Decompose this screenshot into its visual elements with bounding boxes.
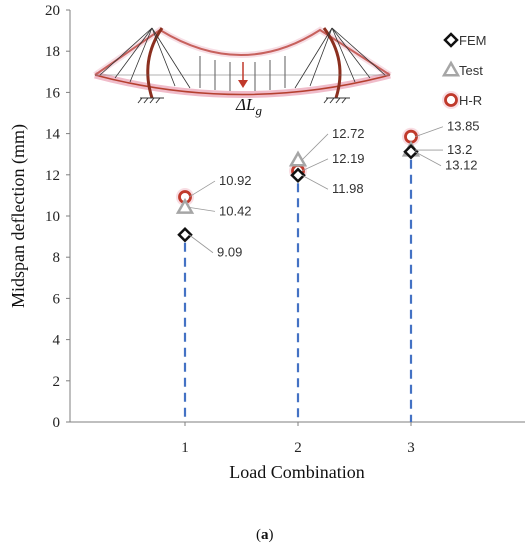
- data-label: 13.85: [447, 119, 480, 134]
- y-tick-label: 6: [53, 291, 61, 307]
- y-tick-label: 20: [45, 3, 60, 19]
- data-label: 12.72: [332, 126, 365, 141]
- y-tick-label: 16: [45, 85, 61, 101]
- legend-marker: [444, 93, 458, 107]
- x-axis-title: Load Combination: [229, 462, 364, 482]
- bridge-main-cable-glow: [93, 26, 392, 78]
- label-leader: [301, 174, 329, 190]
- data-label: 10.92: [219, 173, 252, 188]
- data-label: 13.2: [447, 142, 472, 157]
- y-axis-ticks: 0 2 4 6 8 10 12 14 16 18 20: [45, 3, 70, 431]
- data-label: 12.19: [332, 151, 365, 166]
- drop-lines: [183, 159, 413, 422]
- label-leader: [301, 158, 329, 172]
- x-tick-label: 1: [181, 440, 189, 456]
- data-label: 10.42: [219, 203, 252, 218]
- x-axis-ticks: 1 2 3: [181, 422, 415, 456]
- y-tick-label: 4: [53, 333, 61, 349]
- bridge-left-tower: [146, 27, 164, 99]
- label-leader: [188, 206, 216, 212]
- legend-marker: [441, 60, 461, 77]
- bridge-left-support: [137, 97, 164, 104]
- inset-label-subscript: g: [255, 103, 262, 118]
- label-leader: [414, 126, 444, 138]
- marker-test: [175, 197, 195, 214]
- y-tick-label: 2: [53, 374, 61, 390]
- y-axis-title: Midspan deflection (mm): [8, 124, 29, 308]
- y-tick-label: 8: [53, 250, 61, 266]
- label-leader: [188, 180, 216, 198]
- legend-label: H-R: [459, 93, 482, 108]
- label-leader: [301, 133, 329, 161]
- x-tick-label: 2: [294, 440, 302, 456]
- y-tick-label: 18: [45, 44, 60, 60]
- data-markers: [175, 127, 421, 243]
- label-leader: [414, 151, 442, 167]
- legend-label: FEM: [459, 33, 486, 48]
- data-label: 11.98: [332, 181, 364, 196]
- marker-fem: [177, 226, 193, 243]
- y-tick-label: 14: [45, 127, 61, 143]
- data-label: 13.12: [445, 158, 478, 173]
- label-leader: [188, 234, 214, 254]
- legend-marker: [443, 32, 459, 48]
- data-label: 9.09: [217, 245, 242, 260]
- bridge-deck-line: [94, 74, 391, 96]
- inset-label: ΔLg: [235, 95, 262, 118]
- y-tick-label: 12: [45, 168, 60, 184]
- legend: FEM Test H-R: [441, 32, 486, 109]
- y-tick-label: 0: [53, 415, 61, 431]
- legend-label: Test: [459, 63, 483, 78]
- figure-caption-letter: a: [261, 527, 269, 543]
- marker-test: [288, 150, 308, 167]
- deflection-arrowhead: [238, 80, 248, 88]
- data-labels: 9.09 11.98 13.12 10.42 12.72 13.2 10.92 12.19 13…: [188, 119, 480, 260]
- figure-caption: (a): [256, 527, 274, 543]
- y-tick-label: 10: [45, 209, 60, 225]
- bridge-right-support: [323, 97, 350, 104]
- marker-hr: [404, 129, 418, 144]
- x-tick-label: 3: [407, 440, 415, 456]
- bridge-main-cable: [94, 28, 391, 76]
- marker-fem: [290, 167, 306, 183]
- bridge-illustration: ΔLg: [93, 26, 392, 118]
